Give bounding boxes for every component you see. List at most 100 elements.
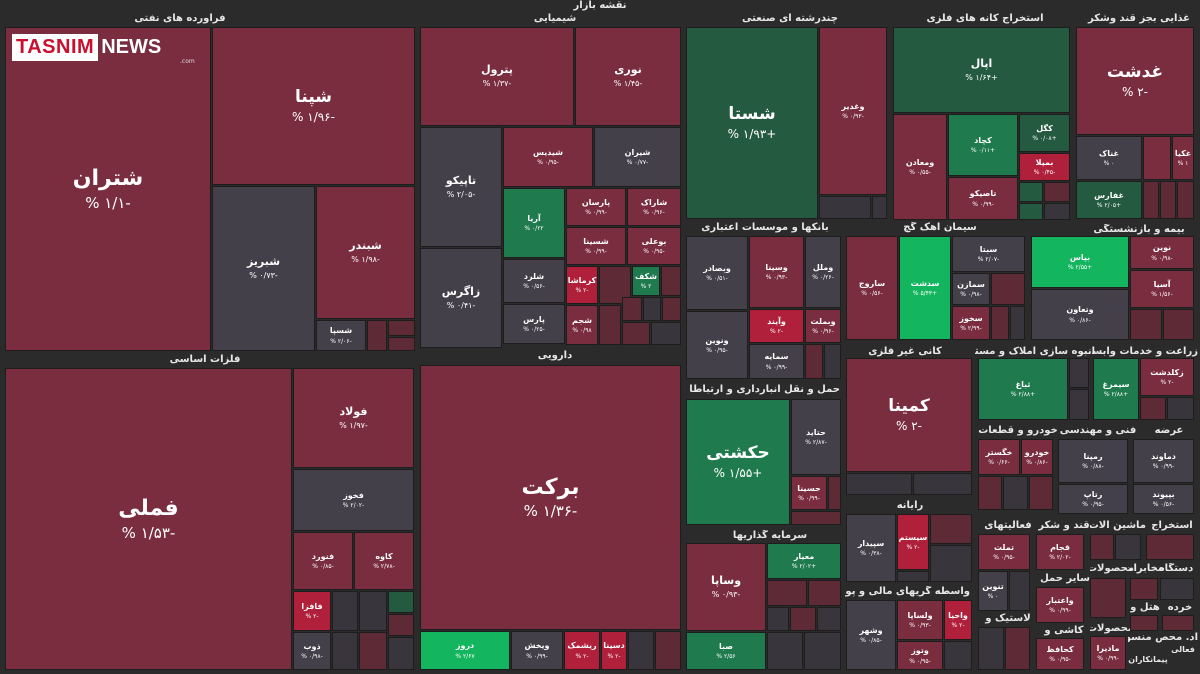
- tile-ghadasht[interactable]: غدشت % ۲-: [1076, 27, 1194, 135]
- tile-arya[interactable]: آریا % ۰/۲۲: [503, 188, 565, 258]
- tile-vatooz[interactable]: وتوز % ۰/۹۵-: [897, 641, 943, 670]
- tile-small[interactable]: [872, 196, 887, 219]
- tile-small[interactable]: [1003, 476, 1028, 510]
- tile-small[interactable]: [661, 266, 681, 296]
- tile-bamila[interactable]: بمیلا % ۰/۴۵-: [1019, 153, 1070, 181]
- tile-shapna[interactable]: شپنا % ۱/۹۶-: [212, 27, 415, 185]
- tile-small[interactable]: [1069, 389, 1089, 420]
- tile-small[interactable]: [767, 632, 803, 670]
- tile-small[interactable]: [1130, 615, 1158, 631]
- tile-moyar[interactable]: معیار % ۲/۰۲+: [767, 543, 841, 579]
- tile-valsapa[interactable]: ولساپا % ۰/۹۳-: [897, 600, 943, 640]
- tile-small[interactable]: [991, 306, 1009, 340]
- tile-shekaf[interactable]: شکف % ۲: [632, 266, 660, 296]
- tile-zagros[interactable]: زاگرس % ۰/۴۱-: [420, 248, 502, 348]
- tile-apal[interactable]: اپال % ۱/۶۴+: [893, 27, 1070, 113]
- tile-asia[interactable]: آسیا % ۱/۵۶-: [1130, 270, 1194, 308]
- tile-vaemlat[interactable]: وبملت % ۰/۹۶-: [805, 309, 841, 343]
- tile-sakhooz[interactable]: سخوز % ۲/۹۹-: [952, 306, 990, 340]
- tile-small[interactable]: [791, 511, 841, 525]
- tile-shasepa[interactable]: شسپا % ۲/۰۶-: [316, 320, 366, 351]
- tile-vamelal[interactable]: وملل % ۰/۲۶-: [805, 236, 841, 308]
- tile-small[interactable]: [913, 473, 972, 495]
- tile-foolad[interactable]: فولاد % ۱/۹۷-: [293, 368, 414, 468]
- tile-kahafez[interactable]: کحافظ % ۰/۹۵-: [1036, 638, 1084, 670]
- tile-small[interactable]: [824, 344, 841, 379]
- tile-small[interactable]: [991, 273, 1025, 305]
- tile-semazan[interactable]: سمازن % ۰/۹۸-: [952, 273, 990, 305]
- tile-darooz[interactable]: دروز % ۲/۶۷: [420, 631, 510, 670]
- tile-small[interactable]: [388, 591, 414, 613]
- tile-rampna[interactable]: رمپنا % ۰/۸۸-: [1058, 439, 1128, 483]
- tile-small[interactable]: [599, 305, 621, 345]
- tile-shabriz[interactable]: شبریز % ۰/۷۳-: [212, 186, 315, 351]
- tile-saba[interactable]: صبا % ۲/۵۶: [686, 632, 766, 670]
- tile-small[interactable]: [628, 631, 654, 670]
- tile-ghakia[interactable]: غکیا % ۱: [1172, 136, 1194, 180]
- tile-kechad[interactable]: کچاد % ۰/۱۱+: [948, 114, 1018, 176]
- tile-shajam[interactable]: شجم % ۰/۹۸: [566, 305, 598, 345]
- tile-small[interactable]: [332, 591, 358, 631]
- tile-small[interactable]: [1143, 181, 1159, 219]
- tile-vanovin[interactable]: ونوین % ۰/۹۵-: [686, 311, 748, 379]
- tile-small[interactable]: [359, 591, 387, 631]
- tile-karmasha[interactable]: کرماشا % ۲-: [566, 266, 598, 304]
- tile-pars[interactable]: پارس % ۰/۲۵-: [503, 304, 565, 344]
- tile-small[interactable]: [1010, 306, 1025, 340]
- tile-zagalasht[interactable]: زکلدشت % ۲-: [1140, 358, 1194, 396]
- tile-shabandar[interactable]: شبندر % ۱/۹۸-: [316, 186, 415, 319]
- tile-nouri[interactable]: نوری % ۱/۴۵-: [575, 27, 681, 126]
- tile-shesina[interactable]: شسینا % ۰/۹۹-: [566, 227, 626, 265]
- tile-saroj[interactable]: ساروج % ۰/۵۶-: [846, 236, 898, 340]
- tile-small[interactable]: [808, 580, 841, 606]
- tile-small[interactable]: [622, 297, 642, 321]
- tile-small[interactable]: [1115, 534, 1141, 560]
- tile-shatran[interactable]: شتران % ۱/۱-: [5, 27, 211, 351]
- tile-tasiko[interactable]: تاصیکو % ۰/۹۹-: [948, 177, 1018, 220]
- tile-small[interactable]: [388, 637, 414, 670]
- tile-small[interactable]: [817, 607, 841, 631]
- tile-sistem[interactable]: سیستم % ۲-: [897, 514, 929, 570]
- tile-small[interactable]: [1130, 578, 1158, 600]
- tile-small[interactable]: [1140, 397, 1166, 420]
- tile-vataavon[interactable]: وتعاون % ۰/۸۶-: [1031, 289, 1129, 340]
- tile-small[interactable]: [643, 297, 661, 321]
- tile-kamina[interactable]: کمینا % ۲-: [846, 358, 972, 472]
- tile-vasapa[interactable]: وساپا % ۰/۹۳-: [686, 543, 766, 631]
- tile-bapas[interactable]: بپاس % ۲/۵۵+: [1031, 236, 1129, 288]
- tile-small[interactable]: [1160, 578, 1194, 600]
- tile-boali[interactable]: بوعلی % ۰/۹۵-: [627, 227, 681, 265]
- tile-hasina[interactable]: حسینا % ۰/۹۹-: [791, 476, 827, 510]
- tile-vamaaden[interactable]: ومعادن % ۰/۵۵-: [893, 114, 947, 220]
- tile-ghajar[interactable]: قجام % ۲/۰۲-: [1036, 534, 1084, 570]
- tile-desina[interactable]: دسینا % ۲-: [601, 631, 627, 670]
- tile-kave[interactable]: کاوه % ۲/۷۸-: [354, 532, 414, 590]
- tile-small[interactable]: [1009, 571, 1030, 611]
- tile-small[interactable]: [367, 320, 387, 351]
- tile-small[interactable]: [388, 614, 414, 636]
- tile-small[interactable]: [1146, 534, 1194, 560]
- tile-small[interactable]: [897, 571, 929, 582]
- tile-vayand[interactable]: وآیند % ۲-: [749, 309, 804, 343]
- tile-veatebar[interactable]: واعتبار % ۰/۹۹-: [1036, 587, 1084, 623]
- tile-tapiko[interactable]: تاپیکو % ۲/۰۵-: [420, 127, 502, 247]
- tile-small[interactable]: [790, 607, 816, 631]
- tile-petrol[interactable]: پترول % ۱/۳۷-: [420, 27, 574, 126]
- tile-kegol[interactable]: کگل % ۰/۰۸+: [1019, 114, 1070, 152]
- tile-khaghestar[interactable]: خگستر % ۰/۶۶-: [978, 439, 1020, 475]
- tile-fanoord[interactable]: فنورد % ۰/۸۵-: [293, 532, 353, 590]
- tile-shiran[interactable]: شیران % ۰/۷۷-: [594, 127, 681, 187]
- tile-tamlat[interactable]: تملت % ۰/۹۵-: [978, 534, 1030, 570]
- tile-hatid[interactable]: حتاید % ۲/۸۷-: [791, 399, 841, 475]
- tile-sadasht[interactable]: سدشت % ۵/۴۳+: [899, 236, 951, 340]
- tile-vikhesh[interactable]: ویخش % ۰/۹۹-: [511, 631, 563, 670]
- tile-tanvin[interactable]: تنوین % ۰: [978, 571, 1008, 611]
- tile-small[interactable]: [1160, 181, 1176, 219]
- tile-small[interactable]: [1177, 181, 1194, 219]
- tile-small[interactable]: [1005, 627, 1030, 670]
- tile-small[interactable]: [622, 322, 650, 345]
- tile-small[interactable]: [1167, 397, 1194, 420]
- tile-small[interactable]: [828, 476, 841, 510]
- tile-small[interactable]: [1143, 136, 1171, 180]
- tile-small[interactable]: [767, 607, 789, 631]
